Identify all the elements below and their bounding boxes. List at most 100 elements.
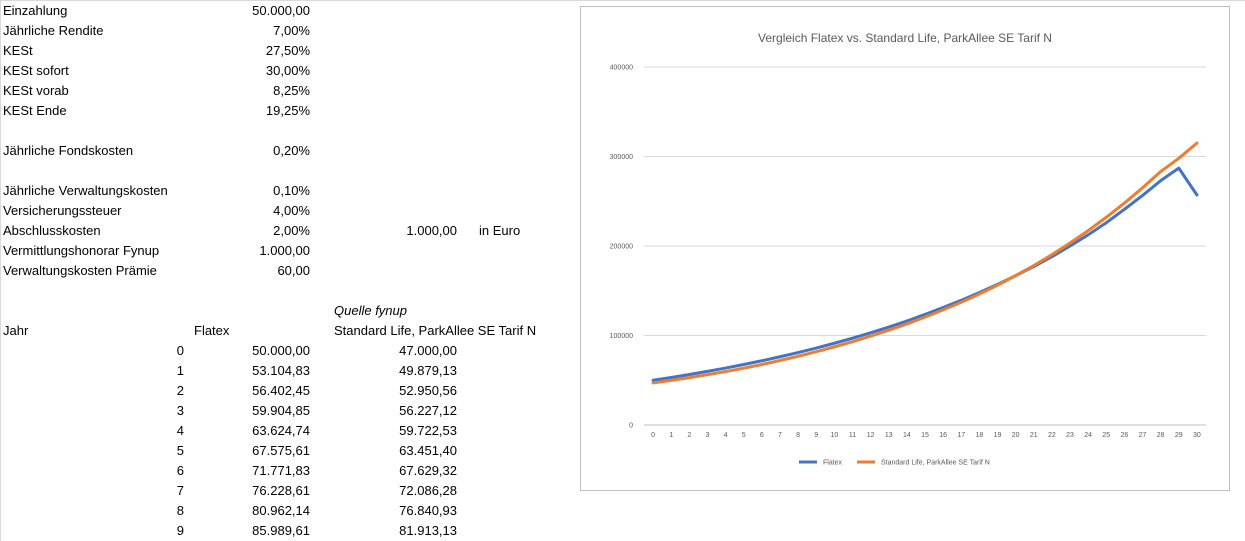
x-tick-label: 28 [1157,432,1165,439]
param-value-cell[interactable]: 19,25% [265,103,310,118]
param-value-cell[interactable]: 8,25% [273,83,310,98]
param-value-cell[interactable]: 2,00% [273,223,310,238]
x-tick-label: 17 [957,432,965,439]
param-extra-cell[interactable]: 1.000,00 [406,223,457,238]
table-row-year-cell[interactable]: 9 [176,523,184,538]
param-label-cell[interactable]: Vermittlungshonorar Fynup [3,243,160,258]
table-row-standardlife-cell[interactable]: 63.451,40 [399,443,457,458]
y-tick-label: 400000 [610,65,633,72]
param-value-cell[interactable]: 0,10% [273,183,310,198]
table-row-flatex-cell[interactable]: 53.104,83 [252,363,310,378]
legend-label: Flatex [823,460,843,467]
line-chart[interactable]: Vergleich Flatex vs. Standard Life, Park… [580,6,1230,491]
source-note-cell[interactable]: Quelle fynup [334,303,407,318]
param-label-cell[interactable]: KESt vorab [3,83,69,98]
x-tick-label: 15 [921,432,929,439]
x-tick-label: 26 [1121,432,1129,439]
table-row-standardlife-cell[interactable]: 76.840,93 [399,503,457,518]
x-tick-label: 16 [939,432,947,439]
table-row-standardlife-cell[interactable]: 67.629,32 [399,463,457,478]
param-value-cell[interactable]: 60,00 [277,263,310,278]
table-row-year-cell[interactable]: 8 [176,503,184,518]
table-row-flatex-cell[interactable]: 80.962,14 [252,503,310,518]
param-label-cell[interactable]: Abschlusskosten [3,223,101,238]
table-row-flatex-cell[interactable]: 59.904,85 [252,403,310,418]
table-row-flatex-cell[interactable]: 50.000,00 [252,343,310,358]
table-row-standardlife-cell[interactable]: 56.227,12 [399,403,457,418]
param-label-cell[interactable]: Jährliche Fondskosten [3,143,134,158]
table-row-year-cell[interactable]: 0 [176,343,184,358]
x-tick-label: 3 [705,432,709,439]
chart-title: Vergleich Flatex vs. Standard Life, Park… [758,31,1052,45]
header-jahr-cell[interactable]: Jahr [3,323,29,338]
table-row-year-cell[interactable]: 5 [176,443,184,458]
x-tick-label: 0 [651,432,655,439]
x-tick-label: 9 [814,432,818,439]
x-tick-label: 29 [1175,432,1183,439]
x-tick-label: 21 [1030,432,1038,439]
table-row-standardlife-cell[interactable]: 81.913,13 [399,523,457,538]
table-row-year-cell[interactable]: 2 [176,383,184,398]
param-value-cell[interactable]: 27,50% [265,43,310,58]
param-label-cell[interactable]: Jährliche Rendite [3,23,104,38]
param-label-cell[interactable]: KESt Ende [3,103,67,118]
param-value-cell[interactable]: 4,00% [273,203,310,218]
table-row-flatex-cell[interactable]: 67.575,61 [252,443,310,458]
x-tick-label: 11 [849,432,856,439]
x-tick-label: 1 [669,432,673,439]
param-unit-cell[interactable]: in Euro [479,223,521,238]
table-row-flatex-cell[interactable]: 56.402,45 [252,383,310,398]
param-value-cell[interactable]: 30,00% [265,63,310,78]
x-tick-label: 22 [1048,432,1056,439]
param-value-cell[interactable]: 0,20% [273,143,310,158]
series-line-flatex [651,166,1199,382]
y-tick-label: 300000 [610,154,633,161]
y-tick-label: 0 [629,423,633,430]
x-tick-label: 24 [1084,432,1092,439]
table-row-standardlife-cell[interactable]: 47.000,00 [399,343,457,358]
x-tick-label: 20 [1012,432,1020,439]
table-row-standardlife-cell[interactable]: 49.879,13 [399,363,457,378]
x-tick-label: 13 [885,432,893,439]
header-standardlife-cell[interactable]: Standard Life, ParkAllee SE Tarif N [334,323,537,338]
x-tick-label: 6 [760,432,764,439]
x-tick-label: 27 [1139,432,1147,439]
x-tick-label: 10 [830,432,838,439]
y-tick-label: 200000 [610,244,633,251]
x-tick-label: 14 [903,432,911,439]
x-tick-label: 25 [1102,432,1110,439]
table-row-year-cell[interactable]: 1 [176,363,184,378]
table-row-standardlife-cell[interactable]: 59.722,53 [399,423,457,438]
x-tick-label: 18 [975,432,983,439]
table-row-year-cell[interactable]: 7 [176,483,184,498]
table-row-flatex-cell[interactable]: 63.624,74 [252,423,310,438]
table-row-year-cell[interactable]: 3 [176,403,184,418]
x-tick-label: 23 [1066,432,1074,439]
x-tick-label: 2 [687,432,691,439]
chart-svg: Vergleich Flatex vs. Standard Life, Park… [610,31,1206,467]
table-row-standardlife-cell[interactable]: 72.086,28 [399,483,457,498]
param-label-cell[interactable]: Jährliche Verwaltungskosten [3,183,168,198]
table-row-flatex-cell[interactable]: 76.228,61 [252,483,310,498]
x-tick-label: 30 [1193,432,1201,439]
x-tick-label: 5 [742,432,746,439]
table-row-standardlife-cell[interactable]: 52.950,56 [399,383,457,398]
table-row-flatex-cell[interactable]: 71.771,83 [252,463,310,478]
x-tick-label: 8 [796,432,800,439]
table-row-flatex-cell[interactable]: 85.989,61 [252,523,310,538]
x-tick-label: 19 [994,432,1002,439]
param-label-cell[interactable]: KESt sofort [3,63,69,78]
param-label-cell[interactable]: Einzahlung [3,3,68,18]
param-value-cell[interactable]: 7,00% [273,23,310,38]
param-label-cell[interactable]: KESt [3,43,33,58]
x-tick-label: 7 [778,432,782,439]
x-tick-label: 4 [724,432,728,439]
series-line-standardlife [651,141,1199,385]
header-flatex-cell[interactable]: Flatex [194,323,230,338]
param-label-cell[interactable]: Verwaltungskosten Prämie [3,263,157,278]
table-row-year-cell[interactable]: 4 [176,423,184,438]
param-label-cell[interactable]: Versicherungssteuer [3,203,122,218]
param-value-cell[interactable]: 50.000,00 [252,3,310,18]
param-value-cell[interactable]: 1.000,00 [259,243,310,258]
table-row-year-cell[interactable]: 6 [176,463,184,478]
